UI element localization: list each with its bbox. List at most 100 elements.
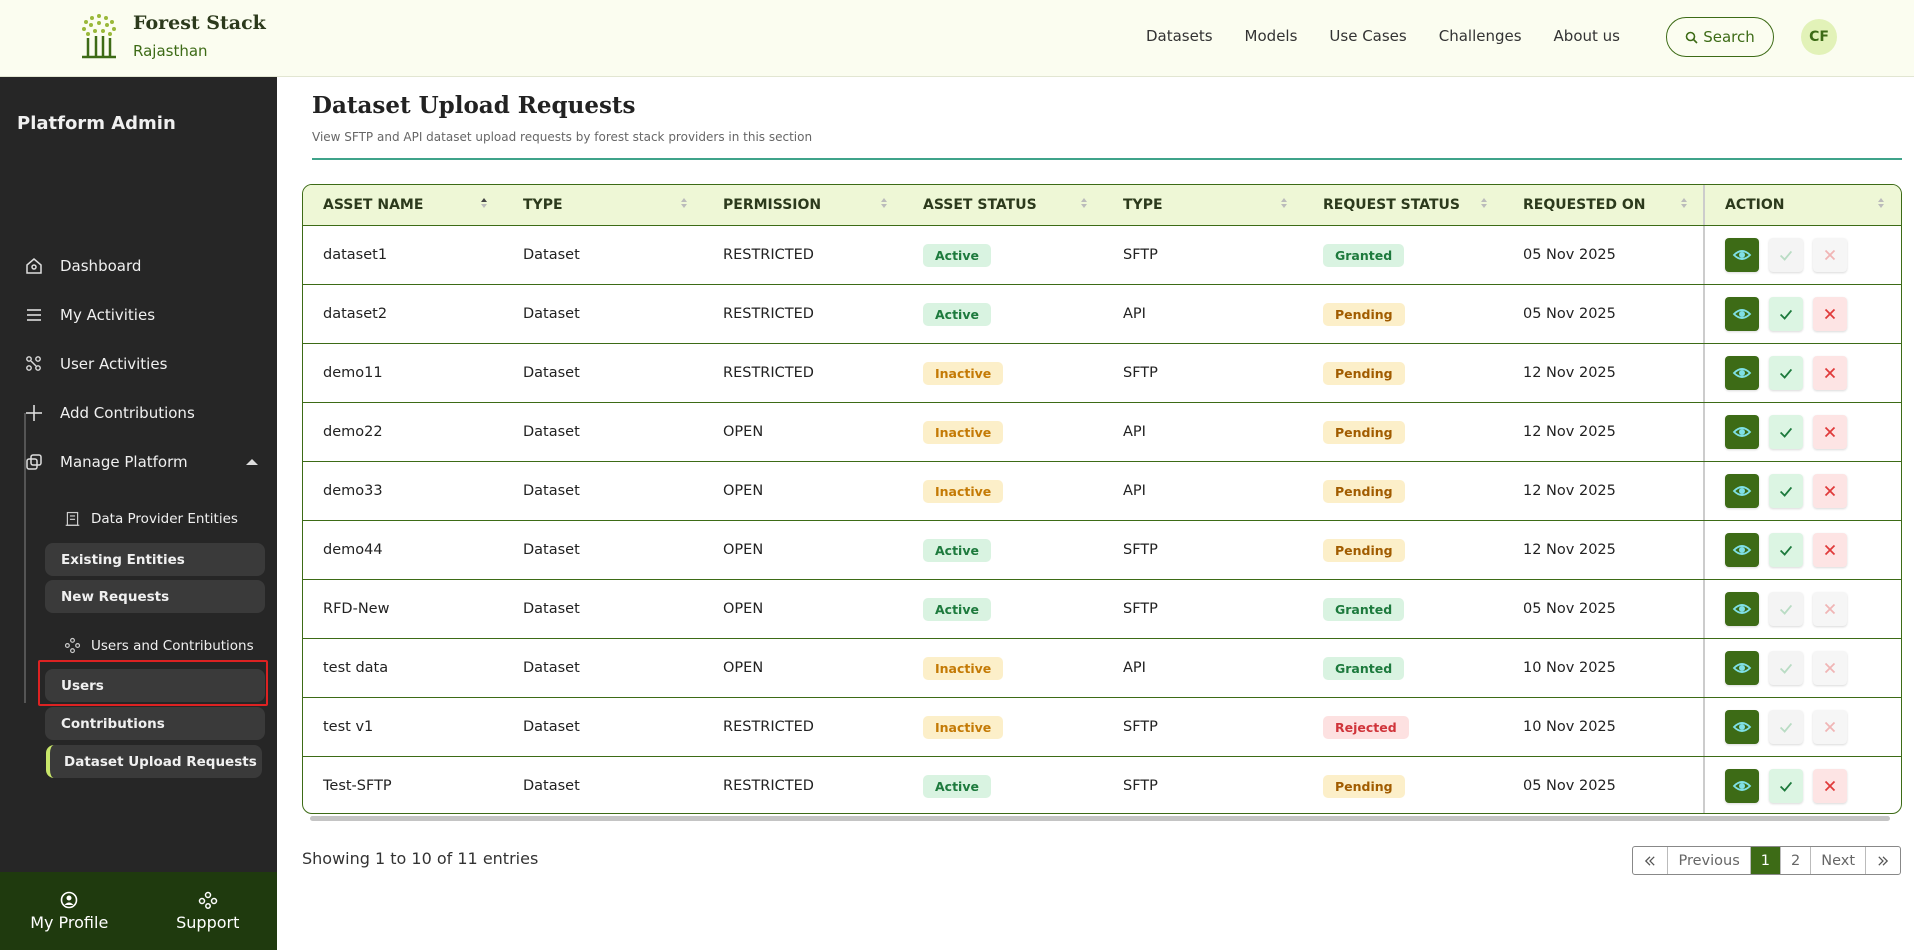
table-cell: 05 Nov 2025 bbox=[1503, 580, 1703, 638]
sidebar-item[interactable]: Add Contributions bbox=[24, 401, 195, 425]
cell-text: dataset1 bbox=[323, 247, 388, 263]
table-cell: demo44 bbox=[303, 521, 503, 579]
page-number[interactable]: 1 bbox=[1749, 847, 1780, 874]
view-button[interactable] bbox=[1725, 769, 1759, 803]
action-cell bbox=[1703, 639, 1900, 697]
sidebar-footer: My Profile Support bbox=[0, 872, 277, 950]
cell-text: SFTP bbox=[1123, 365, 1158, 381]
table-cell: 12 Nov 2025 bbox=[1503, 344, 1703, 402]
sort-up bbox=[1281, 198, 1287, 202]
sidebar-item[interactable]: Manage Platform bbox=[24, 450, 262, 474]
table-cell: OPEN bbox=[703, 639, 903, 697]
cell-text: test v1 bbox=[323, 719, 374, 735]
nav-link[interactable]: About us bbox=[1553, 27, 1620, 45]
reject-button[interactable] bbox=[1813, 297, 1847, 331]
sidebar-link[interactable]: Users bbox=[45, 669, 265, 702]
approve-button[interactable] bbox=[1769, 474, 1803, 508]
reject-button[interactable] bbox=[1813, 474, 1847, 508]
approve-button[interactable] bbox=[1769, 769, 1803, 803]
sidebar-icon bbox=[26, 356, 41, 371]
table-cell: RESTRICTED bbox=[703, 226, 903, 284]
table-cell: demo33 bbox=[303, 462, 503, 520]
column-header[interactable]: TYPE bbox=[503, 185, 703, 225]
column-header[interactable]: PERMISSION bbox=[703, 185, 903, 225]
nav-link[interactable]: Datasets bbox=[1145, 27, 1213, 45]
table-cell: Active bbox=[903, 521, 1103, 579]
status-badge: Active bbox=[923, 774, 991, 798]
column-label: TYPE bbox=[523, 197, 563, 213]
approve-button bbox=[1769, 710, 1803, 744]
status-badge: Pending bbox=[1323, 479, 1405, 503]
next-page[interactable]: Next bbox=[1810, 847, 1865, 874]
approve-button[interactable] bbox=[1769, 356, 1803, 390]
search-button[interactable]: Search bbox=[1666, 17, 1774, 57]
view-button[interactable] bbox=[1725, 533, 1759, 567]
approve-button[interactable] bbox=[1769, 415, 1803, 449]
nav-link[interactable]: Challenges bbox=[1438, 27, 1522, 45]
column-header[interactable]: TYPE bbox=[1103, 185, 1303, 225]
sidebar-group[interactable]: Users and Contributions bbox=[64, 637, 254, 654]
view-button[interactable] bbox=[1725, 238, 1759, 272]
column-header[interactable]: ASSET NAME bbox=[303, 185, 503, 225]
sidebar-item[interactable]: User Activities bbox=[24, 352, 167, 376]
cell-text: 12 Nov 2025 bbox=[1523, 542, 1616, 558]
column-label: REQUESTED ON bbox=[1523, 197, 1646, 213]
x-icon bbox=[1824, 780, 1836, 792]
cell-text: demo22 bbox=[323, 424, 383, 440]
table-cell: Dataset bbox=[503, 344, 703, 402]
table-cell: RESTRICTED bbox=[703, 285, 903, 343]
table-row: demo33 Dataset OPEN Inactive API Pending 12 No… bbox=[303, 461, 1901, 520]
status-badge: Granted bbox=[1323, 243, 1405, 267]
brand[interactable]: Forest Stack bbox=[133, 12, 266, 34]
nav-link[interactable]: Use Cases bbox=[1329, 27, 1407, 45]
view-button[interactable] bbox=[1725, 356, 1759, 390]
table-cell: Test-SFTP bbox=[303, 757, 503, 813]
reject-button[interactable] bbox=[1813, 356, 1847, 390]
view-button[interactable] bbox=[1725, 474, 1759, 508]
sidebar-link[interactable]: New Requests bbox=[45, 580, 265, 613]
view-button[interactable] bbox=[1725, 651, 1759, 685]
sort-up bbox=[1878, 198, 1884, 202]
table-row: RFD-New Dataset OPEN Active SFTP Granted 05 No… bbox=[303, 579, 1901, 638]
reject-button[interactable] bbox=[1813, 769, 1847, 803]
eye-icon bbox=[1732, 309, 1752, 319]
nav-link[interactable]: Models bbox=[1244, 27, 1298, 45]
column-header[interactable]: ASSET STATUS bbox=[903, 185, 1103, 225]
action-cell bbox=[1703, 226, 1900, 284]
page-number[interactable]: 2 bbox=[1779, 847, 1810, 874]
last-page[interactable] bbox=[1865, 847, 1900, 874]
column-header[interactable]: ACTION bbox=[1703, 185, 1900, 225]
first-page[interactable] bbox=[1633, 847, 1667, 874]
view-button[interactable] bbox=[1725, 415, 1759, 449]
approve-button[interactable] bbox=[1769, 297, 1803, 331]
reject-button[interactable] bbox=[1813, 415, 1847, 449]
avatar[interactable]: CF bbox=[1801, 19, 1837, 55]
approve-button[interactable] bbox=[1769, 533, 1803, 567]
eye-icon bbox=[1732, 722, 1752, 732]
previous-page[interactable]: Previous bbox=[1667, 847, 1749, 874]
sidebar-group[interactable]: Data Provider Entities bbox=[64, 510, 238, 527]
sort-up bbox=[481, 198, 487, 202]
sidebar-link[interactable]: Existing Entities bbox=[45, 543, 265, 576]
x-icon bbox=[1824, 426, 1836, 438]
view-button[interactable] bbox=[1725, 710, 1759, 744]
table-cell: API bbox=[1103, 403, 1303, 461]
cell-text: 10 Nov 2025 bbox=[1523, 719, 1616, 735]
column-header[interactable]: REQUESTED ON bbox=[1503, 185, 1703, 225]
scrollbar[interactable] bbox=[310, 816, 1890, 821]
view-button[interactable] bbox=[1725, 592, 1759, 626]
profile-link[interactable]: My Profile bbox=[0, 872, 139, 950]
table-cell: Inactive bbox=[903, 462, 1103, 520]
sidebar-link[interactable]: Contributions bbox=[45, 707, 265, 740]
sidebar-item[interactable]: Dashboard bbox=[24, 254, 141, 278]
x-icon bbox=[1824, 249, 1836, 261]
support-link[interactable]: Support bbox=[139, 872, 278, 950]
column-header[interactable]: REQUEST STATUS bbox=[1303, 185, 1503, 225]
view-button[interactable] bbox=[1725, 297, 1759, 331]
cell-text: Dataset bbox=[523, 660, 580, 676]
sidebar-link[interactable]: Dataset Upload Requests bbox=[46, 745, 262, 778]
sidebar-item[interactable]: My Activities bbox=[24, 303, 155, 327]
status-badge: Pending bbox=[1323, 774, 1405, 798]
table-row: dataset2 Dataset RESTRICTED Active API Pendin… bbox=[303, 284, 1901, 343]
reject-button[interactable] bbox=[1813, 533, 1847, 567]
